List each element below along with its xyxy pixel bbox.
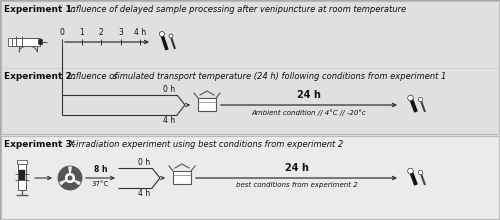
Text: 4 h: 4 h [138, 189, 150, 198]
Bar [198, 98, 216, 112]
Text: 4 h: 4 h [163, 116, 175, 125]
Text: Ambient condition // 4°C // -20°c: Ambient condition // 4°C // -20°c [252, 109, 366, 116]
Wedge shape [71, 166, 82, 182]
Text: Experiment 2:: Experiment 2: [4, 72, 76, 81]
Circle shape [418, 170, 422, 175]
Text: Experiment 1:: Experiment 1: [4, 5, 76, 14]
Text: 0 h: 0 h [163, 85, 175, 94]
Text: simulated transport temperature (24 h) following conditions from experiment 1: simulated transport temperature (24 h) f… [113, 72, 446, 81]
Text: 8 h: 8 h [94, 165, 107, 174]
Text: X-irradiation experiment using best conditions from experiment 2: X-irradiation experiment using best cond… [68, 140, 343, 149]
Text: 2: 2 [98, 28, 103, 37]
Circle shape [408, 95, 414, 101]
Bar [17, 160, 27, 164]
Text: 0 h: 0 h [138, 158, 150, 167]
Circle shape [418, 97, 422, 102]
Bar [38, 40, 42, 44]
Bar [18, 164, 26, 190]
Bar [173, 171, 191, 185]
Text: Influence of: Influence of [68, 72, 117, 81]
Circle shape [408, 168, 414, 174]
Text: best conditions from experiment 2: best conditions from experiment 2 [236, 182, 358, 188]
Circle shape [68, 176, 72, 180]
Text: Experiment 3:: Experiment 3: [4, 140, 76, 149]
Text: 24 h: 24 h [297, 90, 321, 100]
Text: 37°C: 37°C [92, 181, 109, 187]
Text: 4 h: 4 h [134, 28, 146, 37]
Text: 24 h: 24 h [284, 163, 308, 173]
Text: 3: 3 [118, 28, 123, 37]
Circle shape [65, 173, 75, 183]
Text: 1: 1 [79, 28, 84, 37]
Wedge shape [58, 166, 69, 182]
Text: 0: 0 [60, 28, 64, 37]
Bar [1, 136, 499, 219]
Bar [1, 1, 499, 134]
Bar [12, 38, 40, 46]
Text: Influence of delayed sample processing after venipuncture at room temperature: Influence of delayed sample processing a… [68, 5, 406, 14]
Bar [8, 38, 12, 46]
Bar [19, 170, 25, 180]
Circle shape [160, 31, 164, 37]
Circle shape [169, 34, 173, 38]
Wedge shape [61, 181, 79, 190]
